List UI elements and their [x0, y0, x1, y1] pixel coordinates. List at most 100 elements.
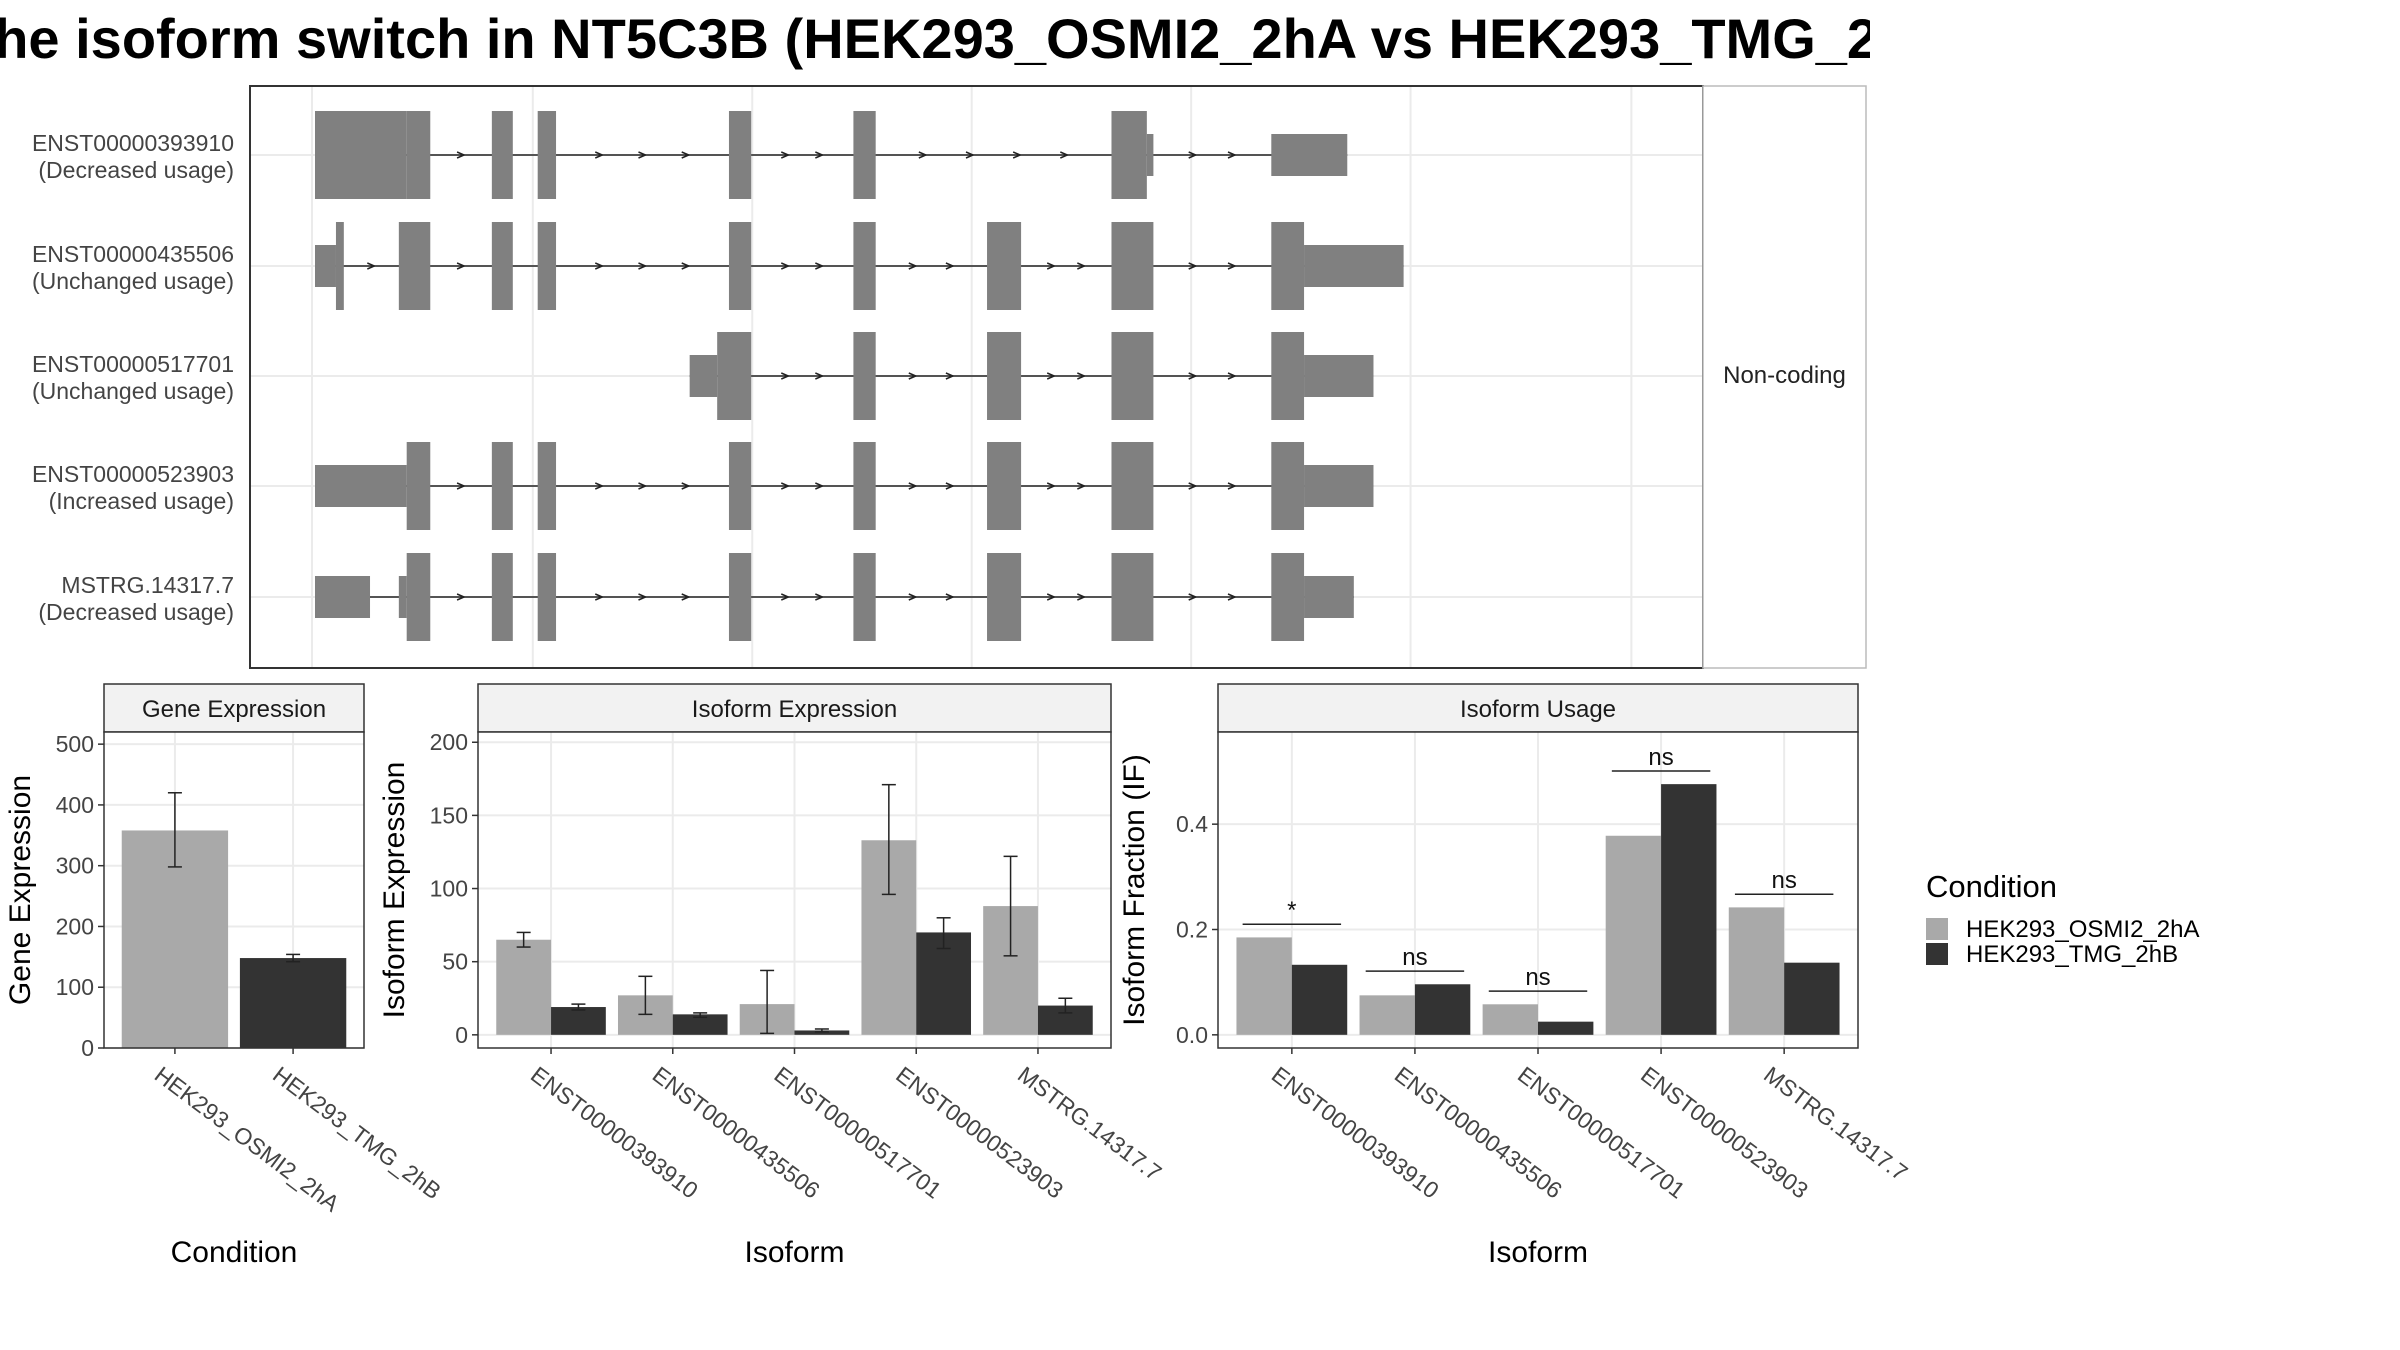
coding-exon [853, 553, 876, 641]
legend-label: HEK293_OSMI2_2hA [1966, 916, 2199, 943]
gene-expression-yaxis-title: Gene Expression [4, 775, 37, 1005]
isoform-usage-bar [1538, 1021, 1594, 1035]
isoform-usage-bar [1482, 1004, 1538, 1035]
intron-arrow [456, 262, 466, 270]
intron-arrow [1077, 593, 1087, 601]
isoform-usage-ytick-label: 0.4 [1176, 811, 1208, 837]
isoform-usage-significance-label: ns [1648, 744, 1673, 771]
intron-arrow [1227, 262, 1237, 270]
coding-exon [406, 553, 431, 641]
isoform-expression-yaxis-title: Isoform Expression [378, 762, 411, 1019]
coding-exon [728, 222, 752, 310]
transcript-usage-label: (Unchanged usage) [32, 378, 234, 404]
utr-exon [398, 576, 407, 618]
transcript-id-label: ENST00000523903 [32, 461, 234, 487]
utr-exon [1304, 465, 1374, 507]
transcript-id-label: ENST00000393910 [32, 130, 234, 156]
intron-arrow [945, 372, 955, 380]
coding-exon [537, 222, 557, 310]
isoform-usage-strip [1217, 683, 1859, 733]
intron-arrow [594, 593, 605, 601]
coding-exon [537, 111, 557, 199]
isoform-usage-bar [1605, 835, 1662, 1035]
intron-arrow [1188, 262, 1198, 270]
intron-arrow [945, 262, 955, 270]
intron-arrow [1046, 593, 1057, 601]
intron-arrow [638, 593, 648, 601]
intron-arrow [681, 593, 691, 601]
intron-arrow [681, 262, 691, 270]
coding-exon [987, 442, 1022, 530]
coding-exon [537, 553, 557, 641]
transcript-id-label: ENST00000435506 [32, 241, 234, 267]
intron-arrow [456, 151, 466, 159]
coding-exon [1111, 442, 1154, 530]
coding-exon [728, 442, 752, 530]
intron-arrow [780, 482, 791, 490]
transcript-id-label: ENST00000517701 [32, 351, 234, 377]
facet-label: Non-coding [1723, 362, 1846, 389]
coding-exon [1271, 332, 1305, 420]
coding-exon [987, 222, 1022, 310]
isoform-expression-bar [496, 939, 552, 1035]
coding-exon [853, 111, 876, 199]
intron-arrow [1188, 151, 1198, 159]
intron-arrow [594, 151, 605, 159]
isoform-expression-strip-label: Isoform Expression [692, 696, 897, 723]
intron-arrow [1077, 262, 1087, 270]
intron-arrow [1012, 151, 1023, 159]
isoform-usage-xaxis-title: Isoform [1488, 1236, 1588, 1269]
intron-arrow [1188, 593, 1198, 601]
intron-arrow [908, 593, 918, 601]
utr-exon [1271, 134, 1348, 176]
intron-arrow [1046, 262, 1057, 270]
chart-title: The isoform switch in NT5C3B (HEK293_OSM… [0, 7, 1870, 70]
legend-label: HEK293_TMG_2hB [1966, 941, 2178, 968]
coding-exon [537, 442, 557, 530]
isoform-usage-bar [1359, 995, 1415, 1035]
coding-exon [1271, 442, 1305, 530]
utr-exon [1304, 576, 1354, 618]
transcript-usage-label: (Decreased usage) [38, 157, 234, 183]
isoform-usage-significance-label: * [1287, 897, 1296, 924]
isoform-expression-strip [477, 683, 1112, 733]
isoform-usage-bar [1784, 962, 1840, 1035]
coding-exon [406, 442, 431, 530]
gene-expression-strip [103, 683, 365, 733]
coding-exon [406, 111, 431, 199]
intron-arrow [1060, 151, 1070, 159]
intron-arrow [815, 262, 825, 270]
isoform-expression-xaxis-title: Isoform [744, 1236, 844, 1269]
isoform-usage-bar [1236, 937, 1292, 1035]
facet-strip [1702, 85, 1867, 669]
intron-arrow [1227, 151, 1237, 159]
intron-arrow [918, 151, 928, 159]
isoform-usage-significance-label: ns [1525, 964, 1550, 991]
intron-arrow [780, 262, 791, 270]
legend-swatch [1926, 918, 1948, 940]
coding-exon [987, 332, 1022, 420]
coding-exon [853, 442, 876, 530]
isoform-usage-ytick-label: 0.0 [1176, 1022, 1208, 1048]
isoform-expression-ytick-label: 0 [455, 1022, 468, 1048]
isoform-usage-significance-label: ns [1771, 867, 1796, 894]
gene-expression-strip-label: Gene Expression [142, 696, 326, 723]
utr-exon [1304, 355, 1374, 397]
intron-arrow [456, 482, 466, 490]
coding-exon [717, 332, 752, 420]
gene-expression-plot-border [103, 731, 365, 1049]
isoform-expression-bar [551, 1007, 606, 1035]
coding-exon [853, 222, 876, 310]
coding-exon [335, 222, 344, 310]
isoform-expression-ytick-label: 100 [430, 876, 468, 902]
intron-arrow [1227, 593, 1237, 601]
isoform-expression-bar [916, 932, 972, 1035]
intron-arrow [908, 482, 918, 490]
intron-arrow [1227, 482, 1237, 490]
isoform-expression-ytick-label: 50 [442, 949, 468, 975]
coding-exon [491, 222, 513, 310]
isoform-usage-bar [1728, 907, 1785, 1035]
intron-arrow [815, 151, 825, 159]
intron-arrow [638, 482, 648, 490]
coding-exon [1111, 553, 1154, 641]
